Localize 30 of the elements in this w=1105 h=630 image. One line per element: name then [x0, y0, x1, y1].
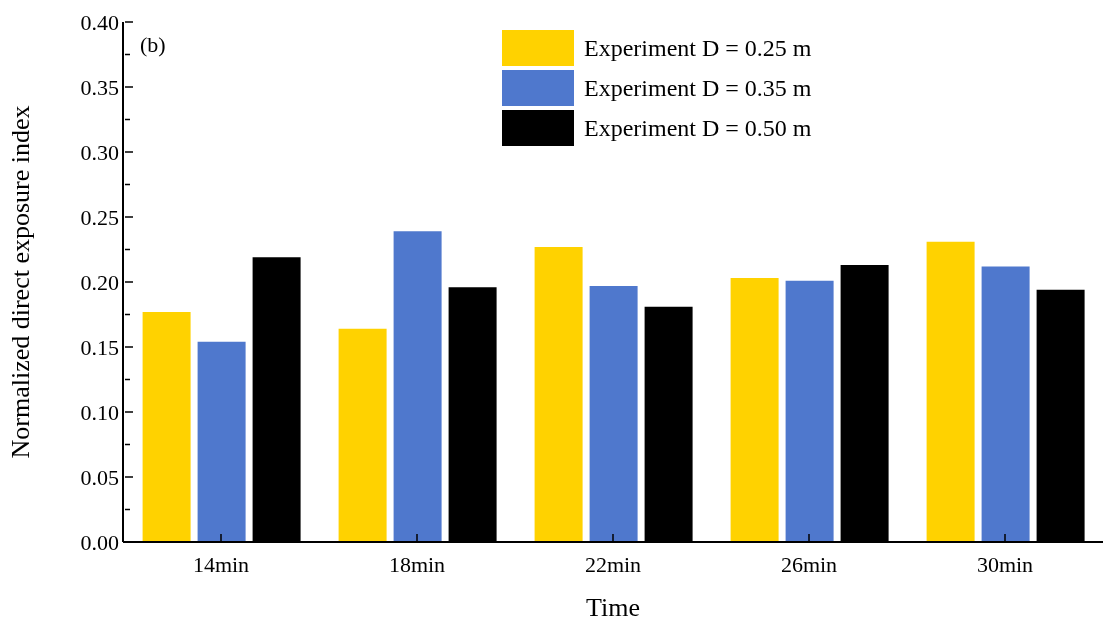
bar — [393, 231, 442, 542]
legend-label: Experiment D = 0.50 m — [584, 114, 812, 142]
bar — [926, 241, 975, 542]
y-tick-label: 0.15 — [80, 334, 119, 360]
y-tick-label: 0.25 — [80, 204, 119, 230]
y-tick-label: 0.05 — [80, 464, 119, 490]
y-tick-label: 0.30 — [80, 139, 119, 165]
legend-label: Experiment D = 0.35 m — [584, 74, 812, 102]
y-tick-label: 0.40 — [80, 9, 119, 35]
bar — [534, 246, 583, 542]
annotation: (b) — [140, 32, 166, 58]
bar — [785, 280, 834, 542]
bar — [589, 285, 638, 542]
y-axis-title: Normalized direct exposure index — [6, 105, 36, 459]
bar — [338, 328, 387, 542]
bar — [142, 311, 191, 542]
x-axis-title: Time — [586, 593, 640, 622]
x-tick-label: 14min — [192, 551, 250, 577]
bar — [730, 278, 779, 542]
x-tick-label: 26min — [780, 551, 838, 577]
y-tick-label: 0.10 — [80, 399, 119, 425]
legend-label: Experiment D = 0.25 m — [584, 34, 812, 62]
y-tick-label: 0.20 — [80, 269, 119, 295]
x-tick-label: 30min — [976, 551, 1034, 577]
x-tick-label: 18min — [388, 551, 446, 577]
bar — [197, 341, 246, 542]
bar — [981, 266, 1030, 542]
y-tick-label: 0.00 — [80, 529, 119, 555]
x-tick-label: 22min — [584, 551, 642, 577]
y-tick-label: 0.35 — [80, 74, 119, 100]
